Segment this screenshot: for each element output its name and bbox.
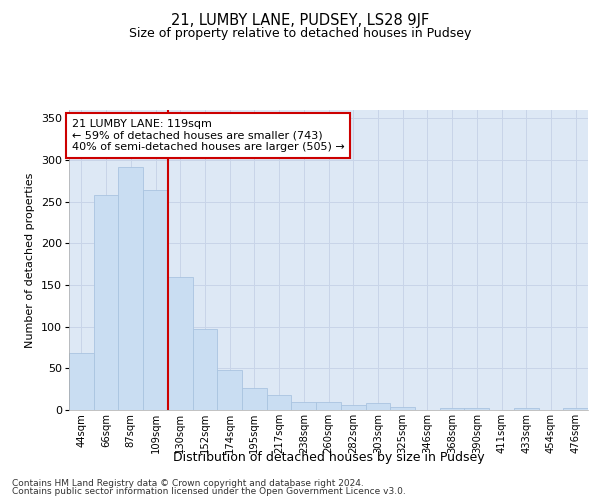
Bar bbox=[514, 408, 539, 410]
Bar bbox=[168, 276, 193, 410]
Bar bbox=[69, 354, 94, 410]
Bar bbox=[316, 402, 341, 410]
Bar bbox=[365, 402, 390, 410]
Bar bbox=[390, 406, 415, 410]
Bar bbox=[217, 370, 242, 410]
Bar bbox=[118, 166, 143, 410]
Text: Distribution of detached houses by size in Pudsey: Distribution of detached houses by size … bbox=[173, 451, 485, 464]
Bar bbox=[143, 190, 168, 410]
Text: Contains public sector information licensed under the Open Government Licence v3: Contains public sector information licen… bbox=[12, 487, 406, 496]
Bar bbox=[563, 408, 588, 410]
Bar bbox=[242, 388, 267, 410]
Y-axis label: Number of detached properties: Number of detached properties bbox=[25, 172, 35, 348]
Bar bbox=[94, 195, 118, 410]
Text: Size of property relative to detached houses in Pudsey: Size of property relative to detached ho… bbox=[129, 28, 471, 40]
Text: 21 LUMBY LANE: 119sqm
← 59% of detached houses are smaller (743)
40% of semi-det: 21 LUMBY LANE: 119sqm ← 59% of detached … bbox=[71, 119, 344, 152]
Bar bbox=[292, 402, 316, 410]
Bar bbox=[341, 405, 365, 410]
Bar bbox=[267, 395, 292, 410]
Bar bbox=[440, 408, 464, 410]
Text: Contains HM Land Registry data © Crown copyright and database right 2024.: Contains HM Land Registry data © Crown c… bbox=[12, 478, 364, 488]
Bar bbox=[193, 329, 217, 410]
Bar bbox=[464, 408, 489, 410]
Text: 21, LUMBY LANE, PUDSEY, LS28 9JF: 21, LUMBY LANE, PUDSEY, LS28 9JF bbox=[171, 12, 429, 28]
